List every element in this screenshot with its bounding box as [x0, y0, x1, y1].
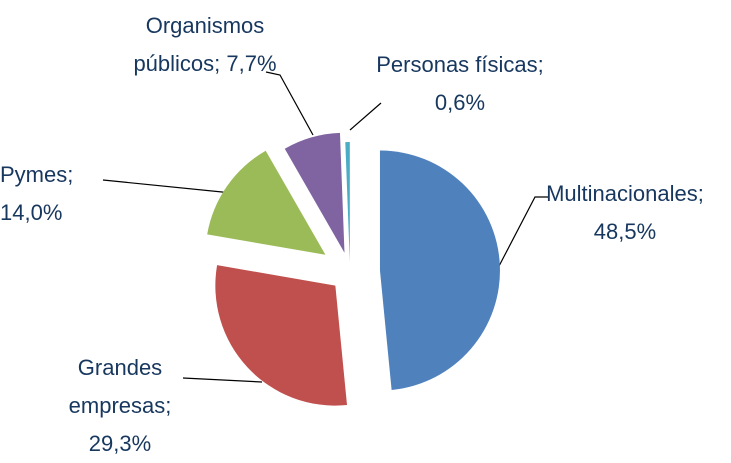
value-label: 14,0% — [0, 200, 63, 225]
pie-slice — [345, 142, 350, 263]
leader-line — [349, 102, 382, 131]
pie-slice — [207, 150, 326, 255]
separator: ; — [697, 181, 704, 206]
value-label: 29,3% — [88, 431, 152, 456]
data-label: Grandes empresas; 29,3% — [40, 349, 200, 463]
leader-line — [497, 196, 548, 269]
category-name: Multinacionales — [546, 181, 698, 206]
value-label: 7,7% — [226, 51, 277, 76]
data-label: Multinacionales; 48,5% — [545, 175, 705, 251]
data-label: Organismos públicos; 7,7% — [120, 7, 290, 83]
pie-slice — [284, 132, 345, 253]
data-label: Pymes; 14,0% — [0, 156, 120, 232]
separator: ; — [214, 51, 227, 76]
value-label: 0,6% — [434, 90, 486, 115]
category-name: Pymes — [0, 162, 68, 187]
separator: ; — [67, 162, 74, 187]
category-name: Grandes empresas — [68, 355, 166, 418]
leader-line — [265, 71, 314, 136]
data-label: Personas físicas; 0,6% — [375, 46, 545, 122]
value-label: 48,5% — [593, 219, 657, 244]
leader-line — [102, 179, 233, 194]
leader-line — [182, 377, 263, 383]
category-name: Personas físicas — [376, 52, 538, 77]
pie-slice — [215, 265, 348, 406]
category-name: Organismos públicos — [133, 13, 265, 76]
pie-slice — [379, 150, 500, 390]
separator: ; — [537, 52, 544, 77]
separator: ; — [165, 393, 172, 418]
